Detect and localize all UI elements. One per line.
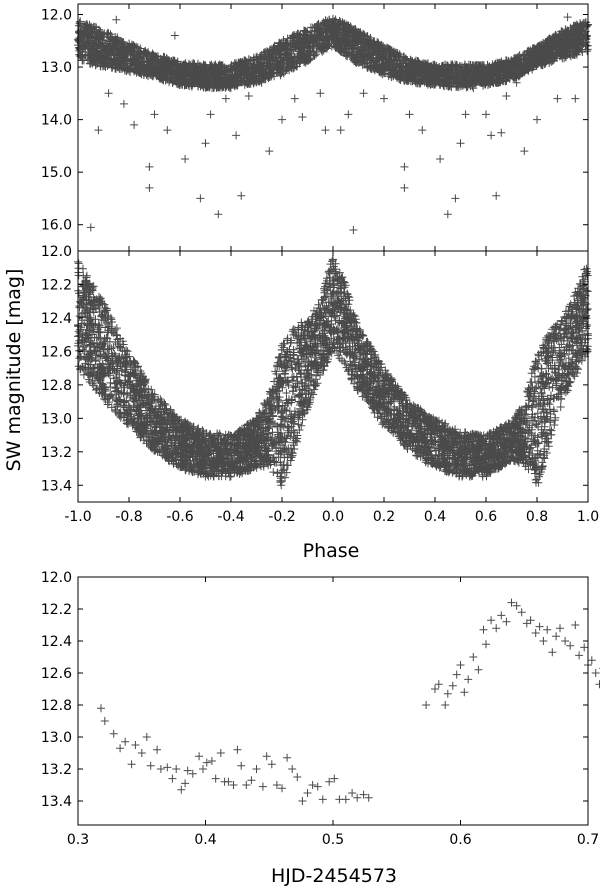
outlier-point [461, 110, 470, 119]
outlier-point [418, 126, 427, 135]
outlier-point [336, 126, 345, 135]
outlier-point [196, 194, 205, 203]
outlier-point [520, 147, 529, 156]
outlier-point [563, 13, 572, 22]
outlier-point [298, 113, 307, 121]
y-tick-label: 12.0 [41, 8, 72, 24]
outlier-point [344, 110, 353, 119]
outlier-point [400, 162, 409, 171]
outlier-point [400, 183, 409, 192]
outlier-point [170, 31, 179, 40]
data-point [556, 403, 565, 411]
outlier-point [181, 155, 190, 163]
outlier-point [86, 223, 95, 232]
outlier-point [214, 210, 223, 219]
outlier-point [553, 94, 562, 103]
outlier-point [456, 139, 465, 148]
outlier-point [163, 126, 172, 135]
outlier-point [237, 191, 246, 200]
outlier-point [130, 120, 139, 129]
outlier-point [321, 126, 330, 135]
outlier-point [201, 139, 210, 148]
outlier-point [443, 210, 452, 219]
outlier-point [244, 92, 253, 100]
outlier-point [145, 183, 154, 192]
outlier-point [492, 191, 501, 200]
outlier-point [380, 94, 388, 103]
outlier-point [221, 94, 230, 103]
y-tick-label: 14.0 [41, 113, 72, 129]
outlier-point [316, 89, 325, 98]
outlier-point [290, 94, 299, 103]
y-tick-label: 15.0 [41, 165, 72, 181]
outlier-point [451, 194, 460, 203]
outlier-point [119, 99, 128, 108]
outlier-point [278, 115, 286, 124]
outlier-point [94, 126, 103, 135]
outlier-point [104, 89, 113, 98]
outlier-point [265, 147, 274, 156]
outlier-point [482, 110, 490, 119]
outlier-point [487, 131, 496, 140]
outlier-point [206, 110, 215, 119]
outlier-point [436, 155, 445, 163]
outlier-point [145, 162, 154, 171]
panel-middle-phased: 12.012.212.412.612.813.013.213.4-1.0 -0.8… [41, 244, 599, 525]
outlier-point [533, 115, 541, 124]
outlier-point [502, 92, 511, 100]
outlier-point [150, 110, 159, 119]
y-tick-label: 16.0 [41, 218, 72, 234]
outlier-point [359, 89, 368, 98]
outlier-point [571, 94, 580, 103]
outlier-point [497, 128, 506, 137]
outlier-point [349, 226, 358, 234]
y-tick-label: 13.0 [41, 60, 72, 76]
outlier-point [405, 110, 414, 119]
panel-top-phased-raw: 12.0 13.0 14.0 15.0 16.0 [41, 3, 592, 252]
outlier-point [112, 15, 121, 24]
outlier-point [232, 131, 241, 140]
